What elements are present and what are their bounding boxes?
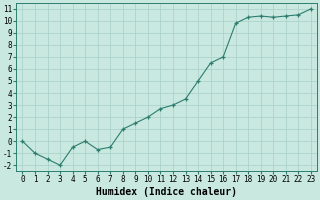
X-axis label: Humidex (Indice chaleur): Humidex (Indice chaleur) — [96, 187, 237, 197]
